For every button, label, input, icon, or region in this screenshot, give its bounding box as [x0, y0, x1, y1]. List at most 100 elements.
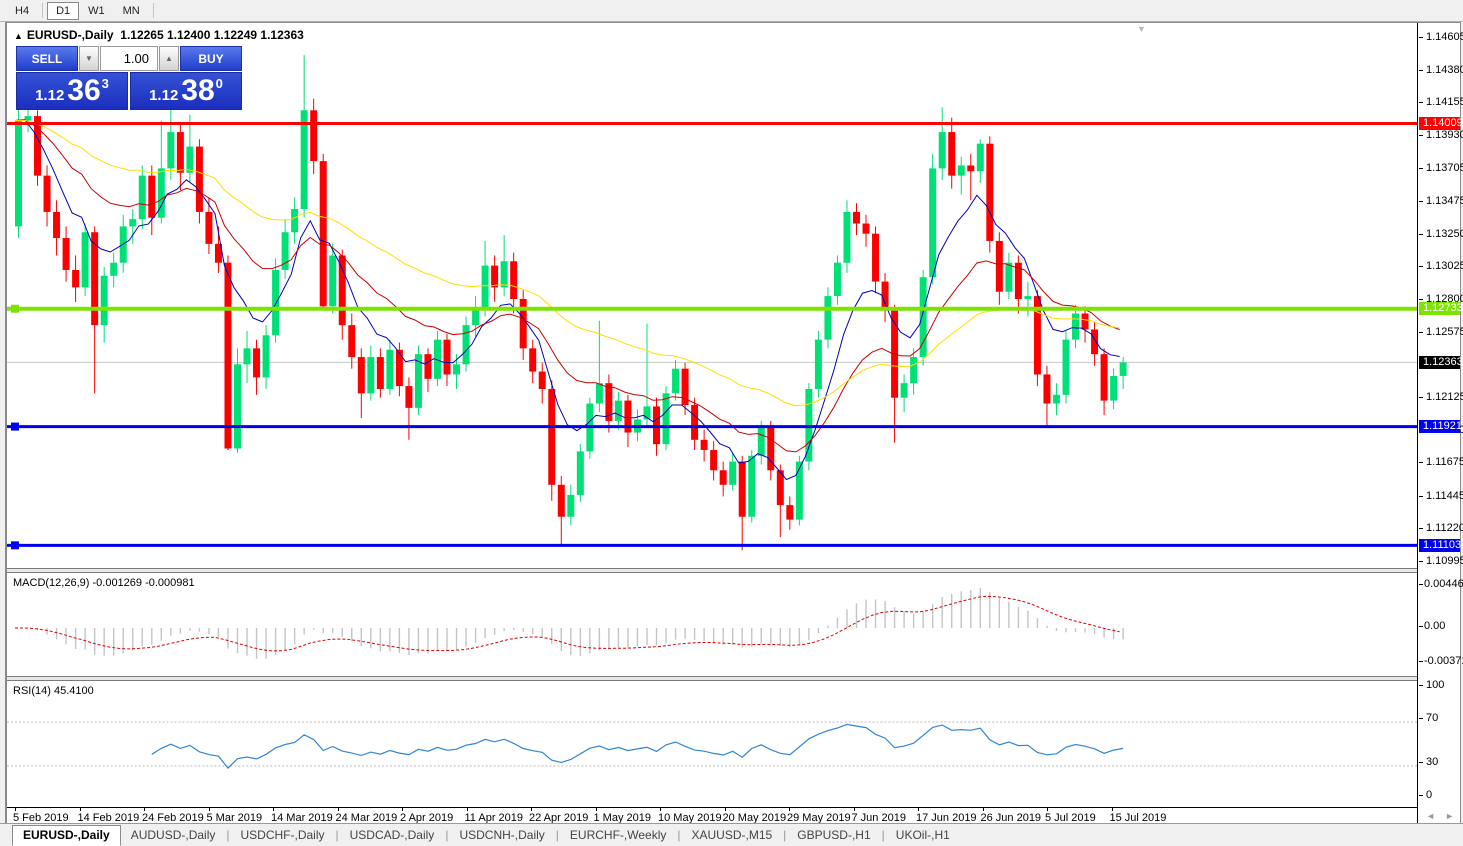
volume-up-button[interactable]: ▲	[159, 46, 179, 71]
moving-average-8	[14, 118, 1120, 481]
rsi-value: 45.4100	[53, 685, 94, 697]
ohlc-values: 1.12265 1.12400 1.12249 1.12363	[120, 28, 304, 42]
buy-price-display[interactable]: 1.12 38 0	[130, 72, 242, 110]
date-label: 17 Jun 2019	[916, 812, 977, 823]
macd-axis-label: -0.003715	[1419, 655, 1463, 667]
rsi-axis-label: 30	[1419, 756, 1460, 768]
date-tick	[402, 808, 403, 811]
chart-window: ▲ EURUSD-,Daily 1.12265 1.12400 1.12249 1…	[5, 22, 1463, 824]
price-tick-label: 1.11220	[1419, 522, 1463, 534]
collapse-triangle-icon[interactable]: ▲	[14, 31, 23, 41]
date-tick	[724, 808, 726, 811]
macd-chart[interactable]	[7, 573, 1417, 676]
date-tick	[531, 808, 532, 811]
sell-button[interactable]: SELL	[16, 46, 78, 71]
pane-separator[interactable]	[7, 676, 1417, 681]
symbol-title: EURUSD-,Daily	[26, 28, 114, 42]
sell-price-sup: 3	[101, 75, 109, 91]
buy-button[interactable]: BUY	[180, 46, 242, 71]
date-tick	[660, 808, 661, 811]
rsi-axis-label: 0	[1419, 789, 1460, 801]
chart-tab-eurchf-weekly[interactable]: EURCHF-,Weekly	[569, 828, 667, 842]
buy-price-big: 38	[181, 74, 215, 107]
rsi-title: RSI(14)	[13, 685, 51, 697]
price-tick-label: 1.13930	[1419, 129, 1463, 141]
sell-price-display[interactable]: 1.12 36 3	[16, 72, 128, 110]
chart-shift-marker-icon[interactable]: ▼	[1137, 24, 1146, 34]
price-tick-label: 1.12125	[1419, 391, 1463, 403]
chart-tab-xauusd-m15[interactable]: XAUUSD-,M15	[691, 828, 773, 842]
chart-tab-gbpusd-h1[interactable]: GBPUSD-,H1	[797, 828, 871, 842]
price-axis[interactable]: 1.14605 1.14380 1.14155 1.13930 1.13705 1.134…	[1419, 23, 1463, 804]
date-label: 11 Apr 2019	[464, 812, 524, 823]
date-tick	[595, 808, 597, 811]
price-tick-label: 1.11675	[1419, 456, 1463, 468]
macd-axis-label: 0.004465	[1419, 578, 1463, 590]
date-tick	[853, 808, 855, 811]
price-tick-label: 1.14605	[1419, 31, 1463, 43]
chart-tab-usdcnh-daily[interactable]: USDCNH-,Daily	[459, 828, 545, 842]
macd-axis-label: 0.00	[1419, 620, 1460, 632]
date-tick	[1111, 808, 1113, 811]
date-label: 10 May 2019	[658, 812, 722, 823]
price-tick-label: 1.14155	[1419, 96, 1463, 108]
chart-tab-ukoil-h1[interactable]: UKOil-,H1	[895, 828, 950, 842]
one-click-trade-panel: SELL ▼ 1.00 ▲ BUY 1.12 36 3 1.12 38 0	[16, 46, 242, 110]
date-tick	[337, 808, 339, 811]
date-label: 20 May 2019	[722, 812, 787, 823]
price-tick-label: 1.14380	[1419, 64, 1463, 76]
current-price-label: 1.12363	[1419, 355, 1463, 369]
macd-title: MACD(12,26,9)	[13, 577, 90, 589]
tab-divider: |	[783, 828, 787, 842]
timeframe-button-h4[interactable]: H4	[15, 4, 30, 17]
volume-input[interactable]: 1.00	[100, 46, 158, 71]
rsi-pane[interactable]: RSI(14) 45.4100	[7, 681, 1417, 807]
main-price-pane[interactable]: ▲ EURUSD-,Daily 1.12265 1.12400 1.12249 1…	[7, 23, 1417, 568]
date-label: 14 Mar 2019	[271, 812, 333, 823]
pane-separator[interactable]	[7, 568, 1417, 573]
chart-tab-eurusd-daily[interactable]: EURUSD-,Daily	[12, 825, 121, 846]
date-tick	[982, 808, 984, 811]
chart-tab-usdcad-daily[interactable]: USDCAD-,Daily	[349, 828, 435, 842]
rsi-line	[151, 723, 1124, 769]
date-label: 5 Feb 2019	[13, 812, 69, 823]
date-tick	[918, 808, 919, 811]
window-scroll-arrows: ◄ ►	[1426, 811, 1454, 821]
toolbar-divider	[152, 3, 154, 18]
price-tick-label: 1.11445	[1419, 490, 1463, 502]
moving-average-20	[14, 119, 1120, 453]
chart-tab-usdchf-daily[interactable]: USDCHF-,Daily	[240, 828, 325, 842]
candlestick-chart[interactable]	[7, 23, 1417, 568]
level-price-label: 1.11921	[1419, 420, 1462, 434]
timeframe-button-w1[interactable]: W1	[88, 4, 105, 17]
macd-signal-line	[14, 595, 1120, 652]
macd-values: -0.001269 -0.000981	[92, 577, 195, 589]
date-label: 24 Mar 2019	[335, 812, 398, 823]
timeframe-button-mn[interactable]: MN	[122, 4, 140, 17]
date-label: 26 Jun 2019	[980, 812, 1042, 823]
level-price-label: 1.14009	[1419, 117, 1463, 130]
tab-divider: |	[555, 828, 559, 842]
level-price-label: 1.12733	[1419, 302, 1463, 316]
chart-tab-bar: EURUSD-,Daily AUDUSD-,Daily | USDCHF-,Daily…	[0, 823, 1463, 846]
rsi-chart[interactable]	[7, 681, 1417, 807]
volume-down-button[interactable]: ▼	[79, 46, 99, 71]
date-axis[interactable]: 5 Feb 2019 14 Feb 2019 24 Feb 2019 5 Mar 20…	[7, 807, 1417, 823]
date-tick	[466, 808, 468, 811]
price-tick-label: 1.13250	[1419, 228, 1463, 240]
price-tick-label: 1.12575	[1419, 326, 1463, 338]
date-tick	[79, 808, 81, 811]
timeframe-button-d1[interactable]: D1	[47, 1, 80, 20]
macd-pane[interactable]: MACD(12,26,9) -0.001269 -0.000981	[7, 573, 1417, 676]
price-tick-label: 1.12800	[1419, 293, 1463, 305]
buy-price-sup: 0	[215, 75, 223, 91]
tab-divider: |	[335, 828, 339, 842]
date-label: 29 May 2019	[787, 812, 851, 823]
date-label: 1 May 2019	[593, 812, 651, 823]
chart-tab-audusd-daily[interactable]: AUDUSD-,Daily	[130, 828, 216, 842]
scroll-right-icon[interactable]: ►	[1445, 811, 1454, 821]
level-price-label: 1.11103	[1419, 538, 1461, 552]
date-tick	[15, 808, 16, 811]
scroll-left-icon[interactable]: ◄	[1426, 811, 1436, 821]
